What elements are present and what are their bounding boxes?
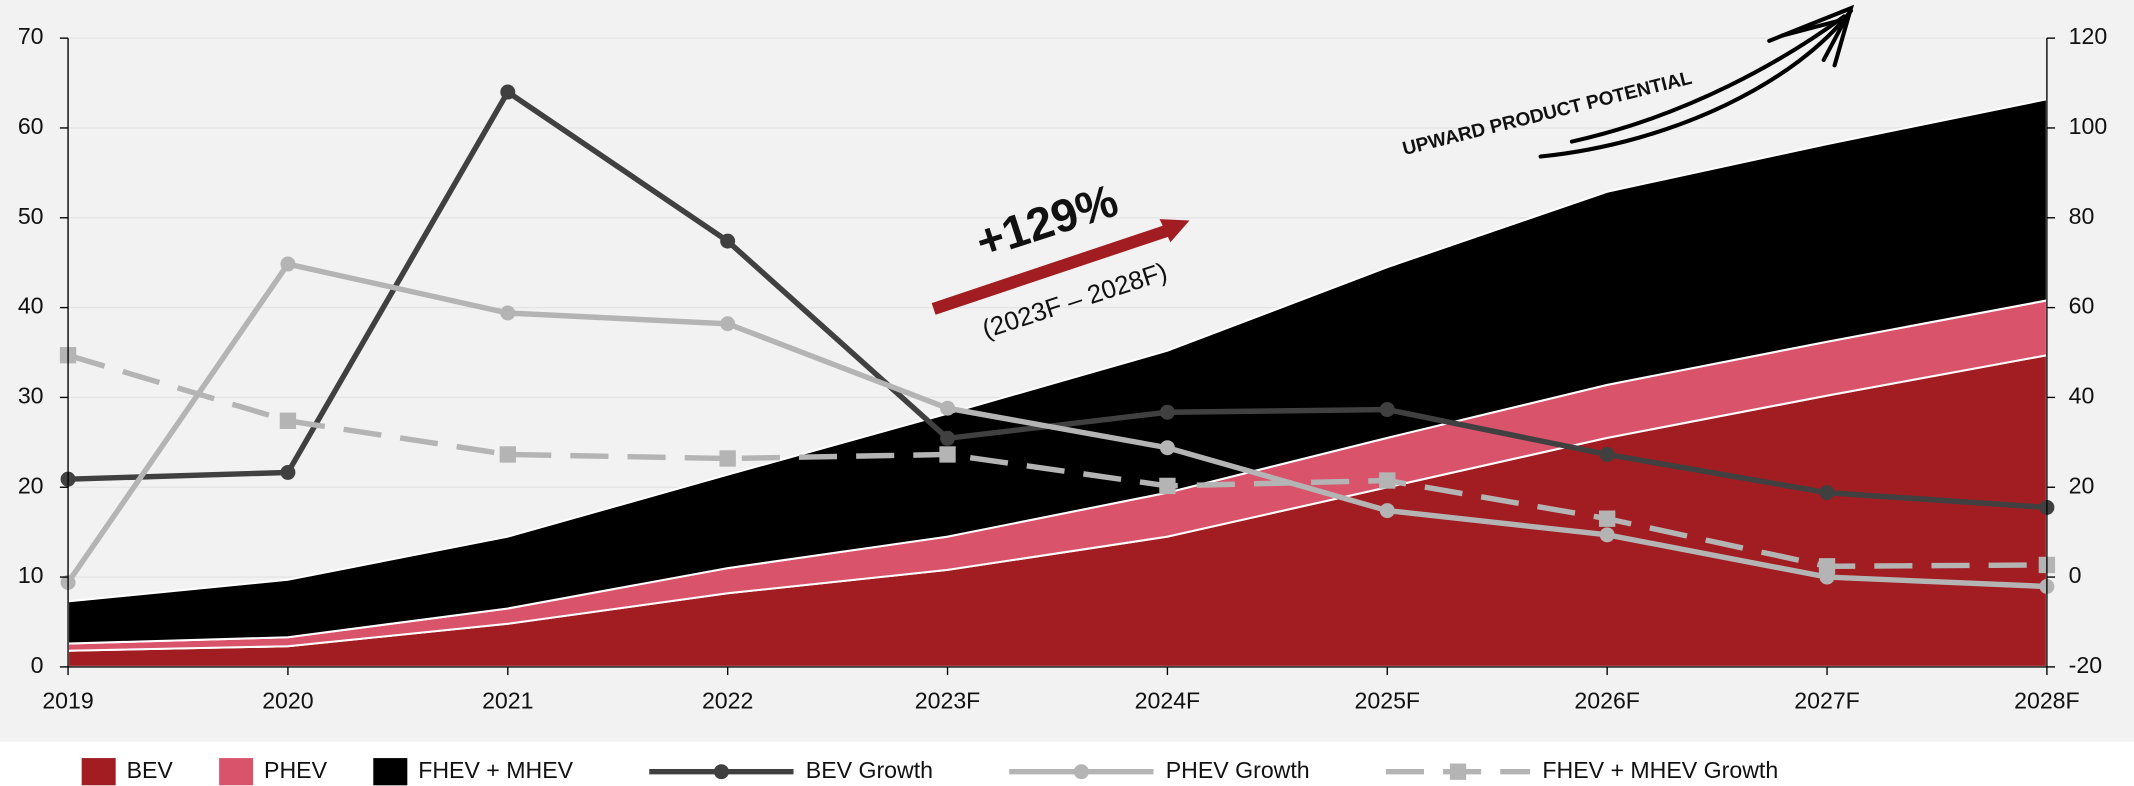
x-tick-label: 2026F	[1574, 687, 1640, 713]
marker	[720, 316, 736, 332]
marker	[1598, 510, 1616, 527]
marker	[1379, 472, 1396, 489]
sketch-arrow	[1538, 4, 1855, 159]
y2-tick-label: 40	[2069, 383, 2095, 409]
y-tick-label: 20	[18, 472, 44, 498]
legend-label: PHEV Growth	[1166, 757, 1310, 783]
legend-marker	[1073, 764, 1089, 780]
x-tick-label: 2019	[42, 687, 93, 713]
y2-tick-label: 0	[2069, 562, 2082, 588]
legend-label: BEV	[127, 757, 174, 783]
marker	[940, 400, 956, 416]
marker	[940, 430, 956, 446]
y2-tick-label: 60	[2069, 293, 2095, 319]
marker	[500, 305, 516, 321]
growth-arrow-head	[1159, 219, 1190, 243]
x-tick-label: 2028F	[2014, 687, 2080, 713]
marker	[1379, 402, 1395, 418]
y-tick-label: 30	[18, 383, 44, 409]
legend-label: PHEV	[264, 757, 328, 783]
legend-label: BEV Growth	[806, 757, 933, 783]
x-tick-label: 2024F	[1135, 687, 1201, 713]
marker	[1818, 558, 1836, 575]
marker	[1599, 446, 1615, 462]
marker	[500, 84, 516, 100]
x-tick-label: 2020	[262, 687, 313, 713]
legend-marker	[713, 764, 729, 780]
marker	[720, 233, 736, 249]
marker	[280, 256, 296, 272]
legend-label: FHEV + MHEV	[418, 757, 573, 783]
y2-tick-label: 80	[2069, 203, 2095, 229]
marker	[1159, 477, 1176, 495]
growth-arrow	[931, 222, 1176, 315]
y2-tick-label: 100	[2069, 113, 2108, 139]
marker	[939, 446, 956, 463]
x-tick-label: 2027F	[1794, 687, 1860, 713]
x-tick-label: 2025F	[1354, 687, 1420, 713]
marker	[1599, 527, 1615, 543]
x-tick-label: 2021	[482, 687, 533, 713]
marker	[1159, 404, 1175, 420]
x-tick-label: 2023F	[915, 687, 981, 713]
y-tick-label: 50	[18, 203, 44, 229]
marker	[499, 446, 516, 463]
y-tick-label: 0	[31, 652, 44, 678]
x-tick-label: 2022	[702, 687, 753, 713]
y2-tick-label: 20	[2069, 472, 2095, 498]
marker	[280, 464, 296, 480]
legend-swatch	[81, 758, 116, 786]
marker	[279, 412, 297, 429]
marker	[1819, 485, 1835, 501]
marker	[1379, 503, 1395, 519]
y-tick-label: 40	[18, 293, 44, 319]
growth-line	[67, 352, 2047, 570]
y-tick-label: 10	[18, 562, 44, 588]
y-tick-label: 70	[18, 23, 44, 49]
y-tick-label: 60	[18, 113, 44, 139]
legend-swatch	[219, 758, 254, 786]
marker	[719, 450, 736, 467]
legend-marker	[1449, 763, 1467, 780]
legend-swatch	[373, 758, 408, 786]
legend-label: FHEV + MHEV Growth	[1542, 757, 1778, 783]
marker	[1159, 440, 1175, 456]
y2-tick-label: -20	[2069, 652, 2102, 678]
y2-tick-label: 120	[2069, 23, 2108, 49]
growth-line	[65, 260, 2048, 590]
